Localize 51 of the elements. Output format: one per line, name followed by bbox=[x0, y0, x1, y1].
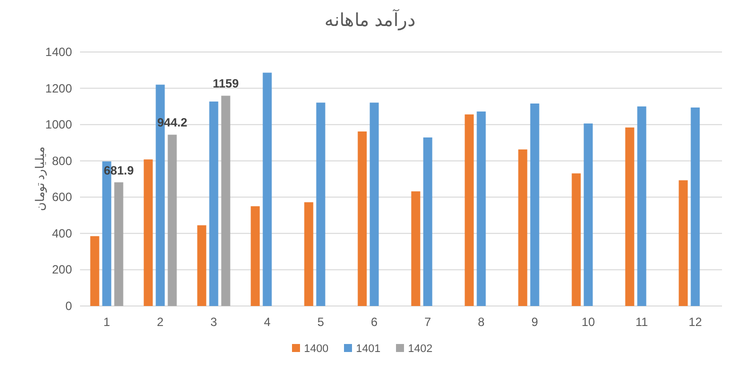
x-tick-label: 6 bbox=[370, 315, 378, 329]
bar bbox=[530, 104, 540, 306]
y-tick-label: 1200 bbox=[45, 81, 72, 96]
legend-label: 1400 bbox=[304, 343, 328, 355]
y-tick-label: 600 bbox=[52, 190, 72, 204]
x-tick-label: 3 bbox=[210, 315, 218, 329]
x-tick-label: 7 bbox=[424, 315, 432, 329]
x-tick-label: 1 bbox=[103, 315, 110, 329]
bar bbox=[209, 102, 218, 306]
y-tick-label: 0 bbox=[65, 299, 72, 313]
x-tick-label: 11 bbox=[636, 315, 648, 329]
bar bbox=[114, 182, 124, 306]
y-tick-label: 800 bbox=[52, 154, 72, 168]
bar bbox=[168, 134, 177, 306]
bar bbox=[358, 131, 367, 306]
y-tick-label: 200 bbox=[52, 262, 72, 277]
bar bbox=[518, 149, 528, 306]
y-tick-label: 1400 bbox=[45, 45, 72, 59]
x-tick-label: 5 bbox=[317, 315, 324, 329]
x-tick-label: 8 bbox=[478, 315, 485, 329]
bar bbox=[637, 106, 646, 306]
bar bbox=[221, 96, 230, 306]
bar bbox=[90, 236, 100, 306]
bar bbox=[250, 206, 260, 306]
data-label: 1159 bbox=[212, 76, 240, 91]
bar bbox=[197, 225, 206, 306]
chart-title: درآمد ماهانه bbox=[324, 9, 416, 31]
x-tick-label: 2 bbox=[156, 315, 164, 329]
bar bbox=[304, 202, 314, 306]
bar bbox=[144, 159, 153, 306]
bar bbox=[690, 108, 700, 306]
bar bbox=[584, 123, 593, 306]
bar bbox=[411, 191, 420, 306]
legend-label: 1401 bbox=[356, 343, 380, 355]
bar bbox=[423, 137, 432, 306]
y-axis-title: میلیارد تومان bbox=[33, 146, 47, 212]
bar bbox=[625, 127, 634, 306]
bar bbox=[370, 102, 379, 306]
bar bbox=[476, 112, 486, 306]
bar bbox=[464, 114, 474, 306]
bar bbox=[678, 180, 688, 306]
bar bbox=[316, 102, 326, 306]
x-tick-label: 4 bbox=[264, 315, 271, 329]
bar bbox=[262, 72, 272, 306]
x-tick-label: 9 bbox=[531, 315, 538, 329]
x-tick-label: 12 bbox=[688, 315, 702, 329]
x-tick-label: 10 bbox=[582, 315, 596, 329]
y-tick-label: 400 bbox=[52, 226, 72, 240]
legend-label: 1402 bbox=[408, 343, 432, 355]
bar bbox=[572, 173, 581, 306]
y-tick-label: 1000 bbox=[45, 118, 72, 132]
